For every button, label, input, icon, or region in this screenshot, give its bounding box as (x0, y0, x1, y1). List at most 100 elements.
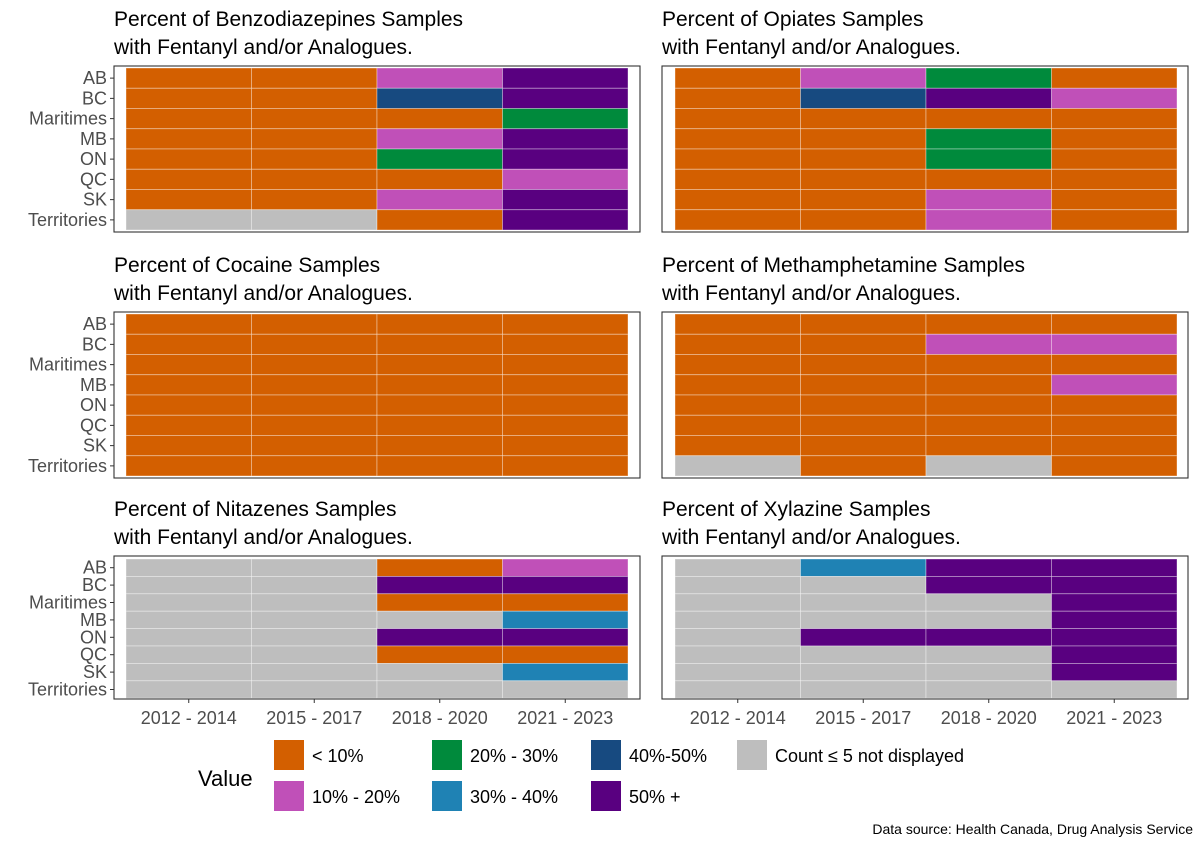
x-tick-label: 2021 - 2023 (517, 708, 613, 728)
heatmap-cell (800, 435, 927, 457)
heatmap-cell (925, 354, 1052, 376)
heatmap-cell (674, 628, 801, 647)
heatmap-cell (925, 610, 1052, 630)
heatmap-cell (674, 558, 801, 577)
heatmap-cell (125, 168, 252, 190)
heatmap-cell (125, 593, 252, 612)
panel-border (113, 311, 641, 479)
panel-title-line1: Percent of Xylazine Samples (662, 498, 930, 521)
y-tick-label: ON (80, 149, 107, 169)
panel-border (661, 311, 1189, 479)
y-tick-label: QC (80, 169, 107, 189)
legend-label-lt10: < 10% (312, 746, 364, 766)
heatmap-cell (502, 168, 629, 190)
heatmap-cell (1051, 645, 1178, 664)
heatmap-cell (800, 209, 927, 231)
y-tick-label: AB (83, 68, 107, 88)
heatmap-cell (925, 680, 1052, 699)
heatmap-cell (925, 593, 1052, 612)
legend-swatch-p50plus (591, 781, 621, 811)
heatmap-cell (376, 394, 503, 416)
heatmap-cell (674, 168, 801, 190)
heatmap-cell (800, 663, 927, 682)
y-tick-label: ON (80, 627, 107, 647)
heatmap-cell (125, 628, 252, 647)
heatmap-cell (800, 645, 927, 664)
heatmap-cell (251, 128, 378, 150)
y-tick-label: QC (80, 645, 107, 665)
heatmap-cell (251, 189, 378, 211)
heatmap-cell (125, 558, 252, 577)
legend-swatch-p10_20 (274, 781, 304, 811)
heatmap-cell (125, 680, 252, 699)
heatmap-cell (251, 680, 378, 699)
heatmap-cell (376, 645, 503, 664)
heatmap-cell (376, 313, 503, 335)
panel-title-line2: with Fentanyl and/or Analogues. (661, 36, 961, 59)
heatmap-cell (674, 610, 801, 630)
legend-title: Value (198, 766, 253, 791)
heatmap-cell (251, 610, 378, 630)
panel-title-line2: with Fentanyl and/or Analogues. (113, 36, 413, 59)
heatmap-cell (251, 209, 378, 231)
x-tick-label: 2015 - 2017 (815, 708, 911, 728)
panel-5: Percent of Nitazenes Samples with Fentany… (28, 498, 641, 728)
heatmap-cell (674, 394, 801, 416)
heatmap-cell (1051, 628, 1178, 647)
heatmap-cell (925, 189, 1052, 211)
y-tick-label: AB (83, 558, 107, 578)
legend-label-p10_20: 10% - 20% (312, 787, 400, 807)
y-tick-label: BC (82, 575, 107, 595)
heatmap-cell (125, 148, 252, 170)
panels-group: Percent of Benzodiazepines Samples with F… (28, 8, 1189, 728)
heatmap-cell (376, 455, 503, 477)
heatmap-cell (251, 576, 378, 595)
legend-swatch-na (737, 740, 767, 770)
heatmap-cell (376, 189, 503, 211)
heatmap-cell (251, 108, 378, 130)
heatmap-cell (800, 313, 927, 335)
heatmap-cell (925, 374, 1052, 396)
heatmap-cell (1051, 576, 1178, 595)
heatmap-cell (125, 354, 252, 376)
heatmap-cell (376, 209, 503, 231)
legend-label-p50plus: 50% + (629, 787, 681, 807)
heatmap-cell (1051, 333, 1178, 355)
heatmap-cell (502, 209, 629, 231)
heatmap-cell (1051, 610, 1178, 630)
heatmap-cell (674, 67, 801, 89)
heatmap-cell (251, 558, 378, 577)
heatmap-cell (1051, 435, 1178, 457)
heatmap-cell (125, 435, 252, 457)
heatmap-cell (674, 354, 801, 376)
x-tick-label: 2012 - 2014 (690, 708, 786, 728)
heatmap-cell (125, 414, 252, 436)
heatmap-cell (502, 148, 629, 170)
heatmap-cell (1051, 313, 1178, 335)
heatmap-cell (125, 209, 252, 231)
panel-1: Percent of Benzodiazepines Samples with F… (28, 8, 641, 233)
y-tick-label: MB (80, 610, 107, 630)
y-tick-label: Maritimes (29, 109, 107, 129)
heatmap-cell (1051, 455, 1178, 477)
y-tick-label: Territories (28, 456, 107, 476)
heatmap-cell (502, 576, 629, 595)
heatmap-cell (674, 645, 801, 664)
y-tick-label: SK (83, 662, 107, 682)
heatmap-cell (502, 128, 629, 150)
panel-title-line1: Percent of Methamphetamine Samples (662, 254, 1025, 277)
heatmap-cell (376, 108, 503, 130)
y-tick-label: ON (80, 395, 107, 415)
heatmap-cell (800, 628, 927, 647)
heatmap-cell (925, 414, 1052, 436)
heatmap-cell (251, 67, 378, 89)
heatmap-cell (251, 168, 378, 190)
legend-swatch-p20_30 (432, 740, 462, 770)
heatmap-cell (674, 435, 801, 457)
heatmap-cell (800, 354, 927, 376)
panel-title-line2: with Fentanyl and/or Analogues. (113, 282, 413, 305)
x-tick-label: 2018 - 2020 (392, 708, 488, 728)
heatmap-cell (800, 148, 927, 170)
legend-swatch-p30_40 (432, 781, 462, 811)
